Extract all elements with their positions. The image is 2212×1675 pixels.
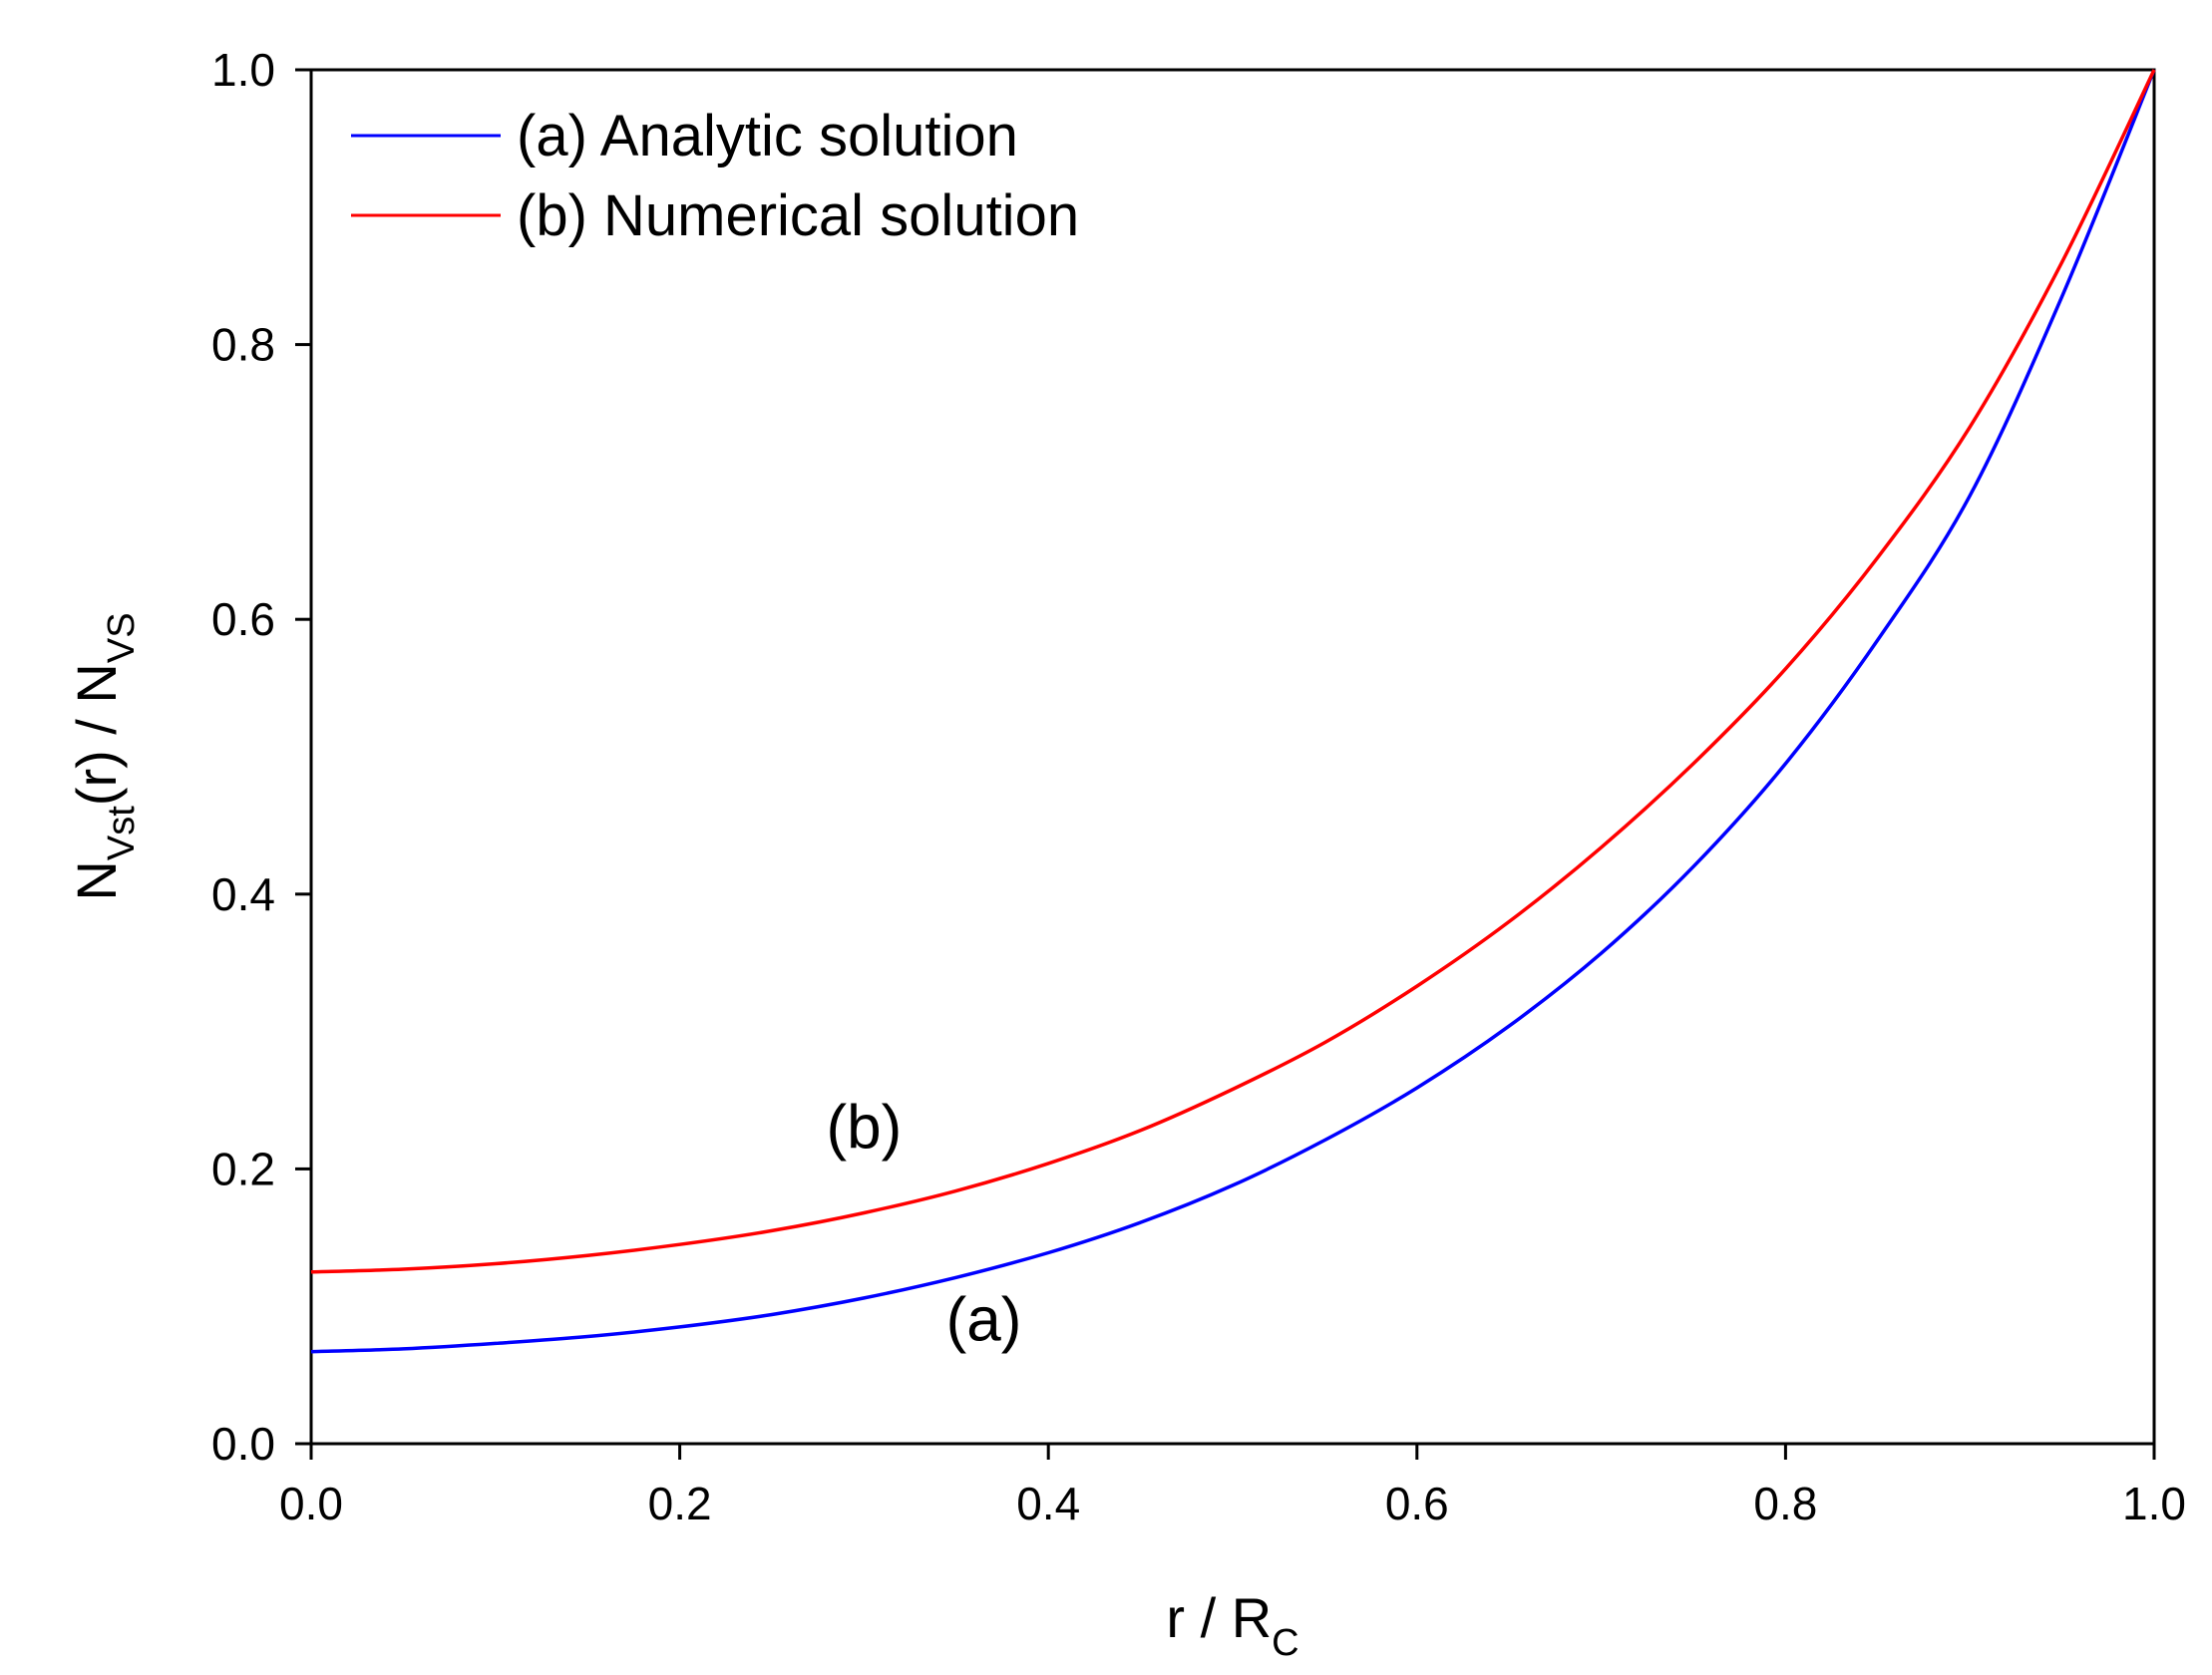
legend-label-analytic: (a) Analytic solution [517, 104, 1018, 168]
x-tick-label: 0.0 [279, 1478, 343, 1529]
y-tick-label: 0.2 [211, 1143, 275, 1194]
x-tick-label: 0.6 [1385, 1478, 1449, 1529]
legend-label-numerical: (b) Numerical solution [517, 183, 1079, 248]
series-line-numerical [310, 69, 2156, 1274]
y-axis-title: NVst(r) / NVS [65, 612, 143, 900]
y-tick-label: 0.6 [211, 593, 275, 645]
x-tick-label: 0.8 [1753, 1478, 1817, 1529]
y-tick-label: 0.4 [211, 868, 275, 920]
curve-annotation-label: (b) [827, 1094, 903, 1163]
x-tick-label: 1.0 [2122, 1478, 2186, 1529]
x-tick-label: 0.2 [648, 1478, 712, 1529]
legend: (a) Analytic solution (b) Numerical solu… [351, 104, 1079, 248]
y-tick-label: 0.8 [211, 319, 275, 371]
y-tick-label: 0.0 [211, 1418, 275, 1470]
series-line-analytic [310, 69, 2156, 1354]
y-axis-ticks: 0.0 0.2 0.4 0.6 0.8 1.0 [211, 44, 311, 1470]
y-tick-label: 1.0 [211, 44, 275, 96]
series-layer [310, 69, 2156, 1354]
annotations: (b) (a) [827, 1094, 1022, 1355]
x-axis-title: r / RC [1166, 1586, 1298, 1664]
curve-annotation-label: (a) [946, 1286, 1022, 1355]
plot-frame [309, 68, 2156, 1446]
x-axis-ticks: 0.0 0.2 0.4 0.6 0.8 1.0 [279, 1444, 2186, 1529]
x-tick-label: 0.4 [1016, 1478, 1080, 1529]
